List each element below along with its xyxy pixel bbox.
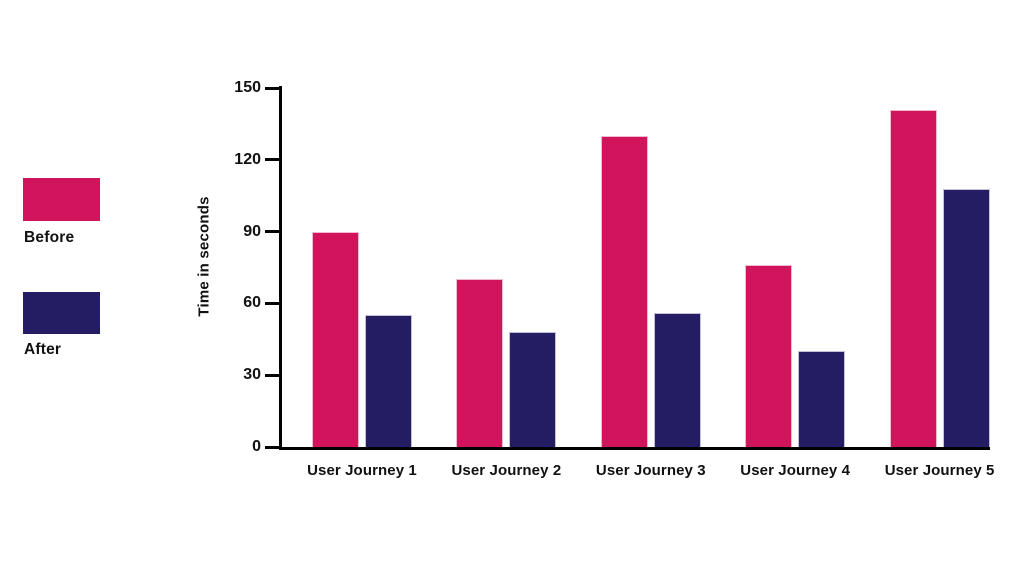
bar-after-5 [942, 188, 990, 447]
legend-swatch-after [23, 292, 100, 334]
bar-before-3 [600, 135, 648, 447]
y-axis-line [279, 86, 282, 450]
y-tick-120 [265, 158, 279, 162]
y-tick-30 [265, 373, 279, 377]
y-tick-0 [265, 445, 279, 449]
legend-label-after: After [24, 341, 62, 358]
bar-before-5 [889, 109, 937, 447]
x-label-3: User Journey 3 [595, 462, 706, 479]
y-tick-60 [265, 301, 279, 305]
x-axis-line [279, 447, 990, 450]
y-tick-label-90: 90 [243, 222, 261, 240]
bar-before-2 [456, 279, 504, 447]
y-tick-label-60: 60 [243, 294, 261, 312]
y-tick-label-30: 30 [243, 366, 261, 384]
x-label-1: User Journey 1 [307, 462, 417, 479]
bar-before-1 [312, 231, 359, 447]
legend-label-before: Before [24, 229, 75, 246]
y-tick-label-120: 120 [234, 150, 261, 168]
bar-after-2 [509, 332, 557, 447]
y-axis-title: Time in seconds [195, 196, 213, 317]
legend-swatch-before [23, 178, 100, 221]
bar-after-3 [653, 312, 701, 447]
x-label-5: User Journey 5 [884, 462, 995, 479]
y-tick-label-150: 150 [234, 79, 261, 96]
bar-after-4 [798, 351, 846, 447]
x-label-4: User Journey 4 [740, 462, 851, 479]
bar-after-1 [365, 315, 412, 447]
y-tick-label-0: 0 [252, 438, 261, 455]
bar-before-4 [745, 265, 793, 447]
x-label-2: User Journey 2 [451, 462, 562, 479]
y-tick-90 [265, 230, 279, 234]
y-tick-150 [265, 86, 279, 90]
